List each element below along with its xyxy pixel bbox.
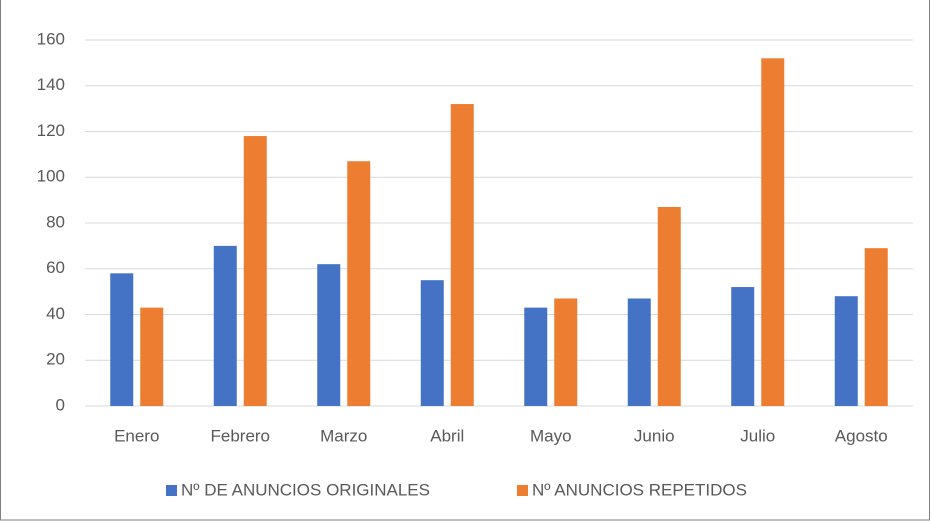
y-tick-label: 100 bbox=[37, 167, 65, 186]
y-tick-label: 60 bbox=[46, 258, 65, 277]
bar bbox=[317, 264, 341, 406]
bar bbox=[140, 307, 164, 406]
bar bbox=[761, 58, 785, 407]
bar bbox=[627, 298, 651, 406]
legend-swatch bbox=[517, 485, 528, 496]
legend-label: Nº DE ANUNCIOS ORIGINALES bbox=[181, 480, 430, 499]
legend-label: Nº ANUNCIOS REPETIDOS bbox=[532, 480, 747, 499]
bar bbox=[657, 206, 681, 406]
y-tick-label: 140 bbox=[37, 75, 65, 94]
y-tick-label: 0 bbox=[56, 395, 65, 414]
bar bbox=[420, 280, 444, 406]
x-tick-label: Mayo bbox=[530, 426, 572, 445]
bar bbox=[213, 245, 237, 406]
bar bbox=[450, 104, 474, 407]
bar bbox=[731, 287, 755, 406]
x-tick-label: Marzo bbox=[320, 426, 367, 445]
bar bbox=[347, 161, 371, 406]
x-tick-label: Julio bbox=[740, 426, 775, 445]
x-tick-label: Febrero bbox=[210, 426, 270, 445]
bar bbox=[110, 273, 134, 406]
bar bbox=[243, 136, 267, 406]
y-tick-label: 120 bbox=[37, 121, 65, 140]
x-tick-label: Abril bbox=[430, 426, 464, 445]
y-tick-label: 40 bbox=[46, 304, 65, 323]
legend-swatch bbox=[166, 485, 177, 496]
x-tick-label: Agosto bbox=[835, 426, 888, 445]
bar bbox=[834, 296, 858, 406]
y-tick-label: 80 bbox=[46, 212, 65, 231]
bar bbox=[864, 248, 888, 406]
y-tick-label: 20 bbox=[46, 350, 65, 369]
y-tick-label: 160 bbox=[37, 29, 65, 48]
x-tick-label: Enero bbox=[114, 426, 159, 445]
x-tick-label: Junio bbox=[634, 426, 675, 445]
bar bbox=[554, 298, 578, 406]
bar bbox=[524, 307, 548, 406]
